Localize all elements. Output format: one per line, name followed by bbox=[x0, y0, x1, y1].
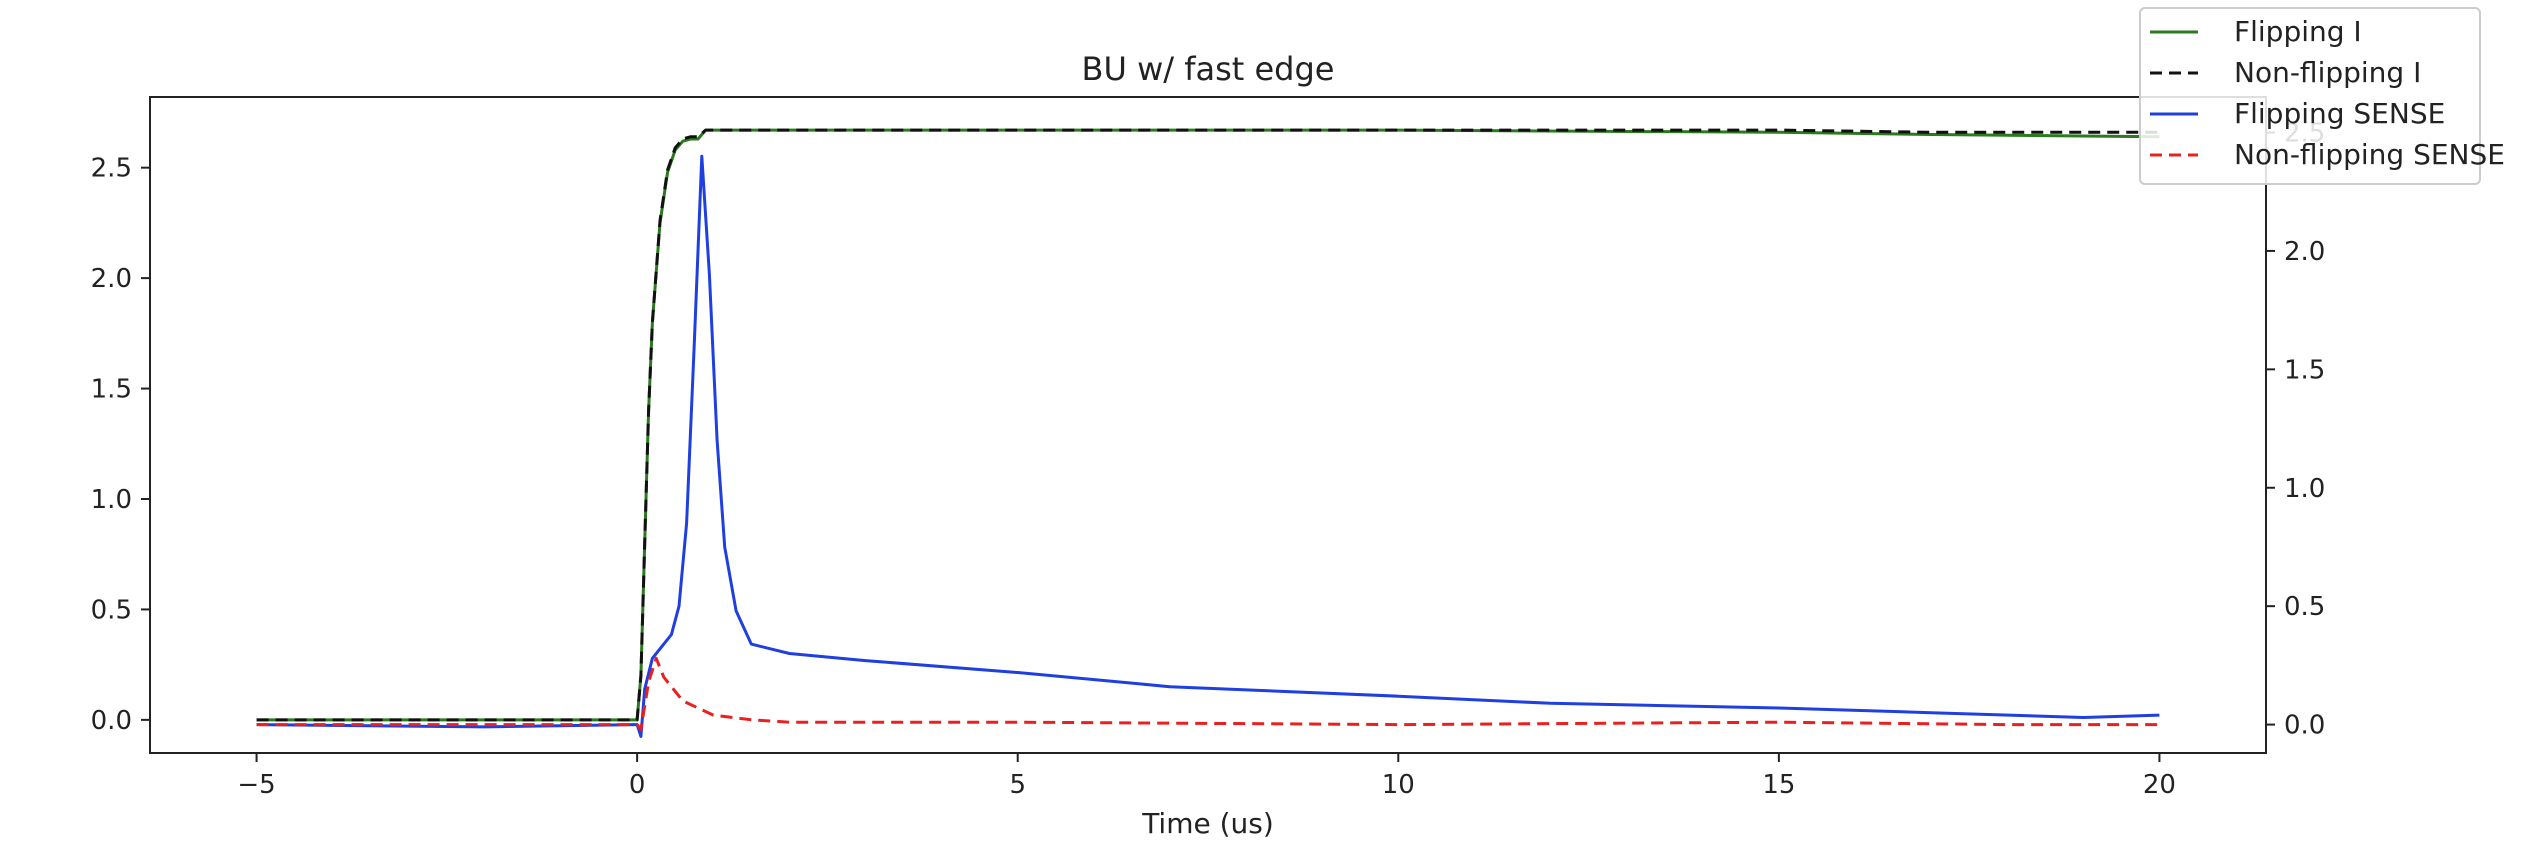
y-left-tick-label: 1.5 bbox=[91, 375, 132, 405]
y-left-tick-label: 0.0 bbox=[91, 706, 132, 736]
series-line-non-flipping-sense bbox=[256, 656, 2160, 731]
legend-entry-label: Non-flipping I bbox=[2234, 56, 2421, 89]
y-right-tick-label: 1.0 bbox=[2284, 474, 2325, 504]
x-tick-label: 10 bbox=[1382, 770, 1415, 800]
legend: Flipping I Non-flipping I Flipping SENSE No… bbox=[2139, 7, 2505, 185]
series-line-non-flipping-i bbox=[256, 128, 2160, 722]
plot-area bbox=[149, 96, 2267, 754]
chart-title: BU w/ fast edge bbox=[1082, 50, 1335, 88]
legend-entry-label: Flipping SENSE bbox=[2234, 97, 2445, 130]
legend-entry-label: Non-flipping SENSE bbox=[2234, 138, 2505, 171]
legend-entry-label: Flipping I bbox=[2234, 15, 2362, 48]
x-axis-label: Time (us) bbox=[1141, 807, 1274, 840]
x-tick-label: 0 bbox=[629, 770, 646, 800]
series-line-flipping-sense bbox=[256, 154, 2160, 738]
y-left-tick-label: 2.0 bbox=[91, 264, 132, 294]
y-right-tick-label: 1.5 bbox=[2284, 355, 2325, 385]
y-right-tick-label: 0.5 bbox=[2284, 592, 2325, 622]
y-left-tick-label: 0.5 bbox=[91, 595, 132, 625]
x-tick-label: −5 bbox=[237, 770, 275, 800]
y-right-tick-label: 0.0 bbox=[2284, 711, 2325, 741]
legend-box bbox=[2139, 7, 2481, 185]
x-tick-label: 15 bbox=[1762, 770, 1795, 800]
x-tick-label: 20 bbox=[2143, 770, 2176, 800]
y-right-tick-label: 2.0 bbox=[2284, 237, 2325, 267]
chart-marks: −5 0 5 10 15 20 0.0 0.5 1.0 1.5 2.0 2.5 0.0 0.5 1.0 1.5… bbox=[91, 119, 2326, 800]
y-left-tick-label: 1.0 bbox=[91, 485, 132, 515]
x-tick-label: 5 bbox=[1009, 770, 1026, 800]
y-left-tick-label: 2.5 bbox=[91, 154, 132, 184]
